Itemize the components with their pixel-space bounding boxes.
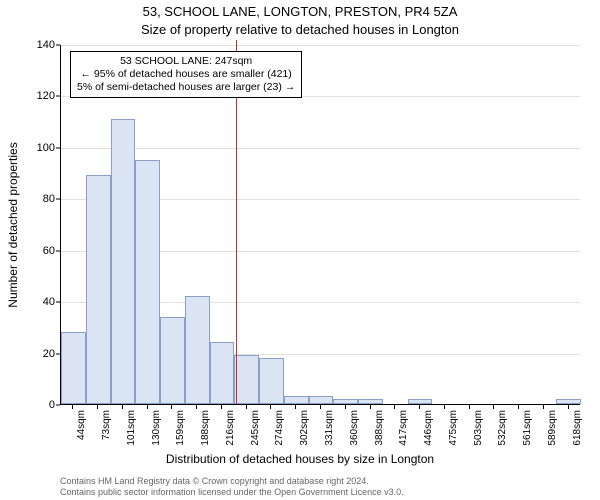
x-tick-mark bbox=[419, 405, 420, 409]
x-tick-label: 446sqm bbox=[423, 410, 434, 446]
y-tick-label: 100 bbox=[35, 142, 55, 154]
x-tick-mark bbox=[370, 405, 371, 409]
footer-text: Contains HM Land Registry data © Crown c… bbox=[60, 476, 404, 498]
x-tick-mark bbox=[543, 405, 544, 409]
x-tick-label: 73sqm bbox=[101, 410, 112, 440]
annotation-line: 5% of semi-detached houses are larger (2… bbox=[77, 81, 295, 94]
histogram-bar bbox=[111, 119, 136, 404]
x-tick-label: 475sqm bbox=[448, 410, 459, 446]
x-tick-label: 44sqm bbox=[76, 410, 87, 440]
x-tick-mark bbox=[444, 405, 445, 409]
grid-line bbox=[61, 148, 580, 149]
x-tick-mark bbox=[518, 405, 519, 409]
x-tick-label: 302sqm bbox=[299, 410, 310, 446]
x-tick-mark bbox=[97, 405, 98, 409]
chart-title-main: 53, SCHOOL LANE, LONGTON, PRESTON, PR4 5… bbox=[0, 4, 600, 19]
histogram-bar bbox=[135, 160, 160, 404]
histogram-bar bbox=[556, 399, 581, 404]
x-tick-mark bbox=[394, 405, 395, 409]
histogram-bar bbox=[61, 332, 86, 404]
y-tick-mark bbox=[56, 96, 60, 97]
x-tick-mark bbox=[568, 405, 569, 409]
y-tick-mark bbox=[56, 302, 60, 303]
annotation-line: 53 SCHOOL LANE: 247sqm bbox=[77, 55, 295, 68]
x-tick-mark bbox=[147, 405, 148, 409]
x-tick-mark bbox=[171, 405, 172, 409]
x-tick-mark bbox=[493, 405, 494, 409]
y-tick-label: 140 bbox=[35, 39, 55, 51]
footer-line2: Contains public sector information licen… bbox=[60, 487, 404, 498]
grid-line bbox=[61, 45, 580, 46]
x-tick-label: 101sqm bbox=[126, 410, 137, 446]
x-tick-label: 245sqm bbox=[250, 410, 261, 446]
y-tick-mark bbox=[56, 199, 60, 200]
y-tick-mark bbox=[56, 147, 60, 148]
x-tick-label: 274sqm bbox=[274, 410, 285, 446]
x-axis-label: Distribution of detached houses by size … bbox=[0, 452, 600, 466]
y-tick-label: 40 bbox=[35, 296, 55, 308]
y-tick-mark bbox=[56, 353, 60, 354]
x-tick-mark bbox=[295, 405, 296, 409]
histogram-bar bbox=[284, 396, 309, 404]
histogram-bar bbox=[259, 358, 284, 404]
x-tick-mark bbox=[469, 405, 470, 409]
x-tick-mark bbox=[122, 405, 123, 409]
x-tick-mark bbox=[320, 405, 321, 409]
y-tick-label: 120 bbox=[35, 90, 55, 102]
x-tick-label: 388sqm bbox=[374, 410, 385, 446]
x-tick-mark bbox=[270, 405, 271, 409]
x-tick-mark bbox=[196, 405, 197, 409]
x-tick-label: 188sqm bbox=[200, 410, 211, 446]
x-tick-label: 532sqm bbox=[497, 410, 508, 446]
histogram-bar bbox=[210, 342, 235, 404]
x-tick-label: 618sqm bbox=[572, 410, 583, 446]
x-tick-label: 159sqm bbox=[175, 410, 186, 446]
x-tick-label: 216sqm bbox=[225, 410, 236, 446]
annotation-box: 53 SCHOOL LANE: 247sqm← 95% of detached … bbox=[70, 51, 302, 98]
histogram-bar bbox=[358, 399, 383, 404]
annotation-line: ← 95% of detached houses are smaller (42… bbox=[77, 68, 295, 81]
histogram-bar bbox=[234, 355, 259, 404]
histogram-bar bbox=[86, 175, 111, 404]
x-tick-mark bbox=[345, 405, 346, 409]
x-tick-label: 417sqm bbox=[398, 410, 409, 446]
x-tick-label: 360sqm bbox=[349, 410, 360, 446]
x-tick-mark bbox=[221, 405, 222, 409]
x-tick-label: 130sqm bbox=[151, 410, 162, 446]
y-tick-mark bbox=[56, 405, 60, 406]
histogram-bar bbox=[408, 399, 433, 404]
x-tick-mark bbox=[246, 405, 247, 409]
x-tick-label: 331sqm bbox=[324, 410, 335, 446]
y-axis-label: Number of detached properties bbox=[6, 142, 20, 307]
y-tick-mark bbox=[56, 45, 60, 46]
histogram-bar bbox=[333, 399, 358, 404]
x-tick-label: 561sqm bbox=[522, 410, 533, 446]
histogram-bar bbox=[185, 296, 210, 404]
y-tick-label: 0 bbox=[35, 399, 55, 411]
histogram-bar bbox=[309, 396, 334, 404]
chart-title-sub: Size of property relative to detached ho… bbox=[0, 22, 600, 37]
x-tick-mark bbox=[72, 405, 73, 409]
histogram-bar bbox=[160, 317, 185, 404]
y-tick-label: 80 bbox=[35, 193, 55, 205]
y-tick-mark bbox=[56, 250, 60, 251]
chart-container: 53, SCHOOL LANE, LONGTON, PRESTON, PR4 5… bbox=[0, 0, 600, 500]
y-tick-label: 20 bbox=[35, 348, 55, 360]
x-tick-label: 503sqm bbox=[473, 410, 484, 446]
x-tick-label: 589sqm bbox=[547, 410, 558, 446]
plot-area bbox=[60, 45, 580, 405]
footer-line1: Contains HM Land Registry data © Crown c… bbox=[60, 476, 404, 487]
y-tick-label: 60 bbox=[35, 245, 55, 257]
